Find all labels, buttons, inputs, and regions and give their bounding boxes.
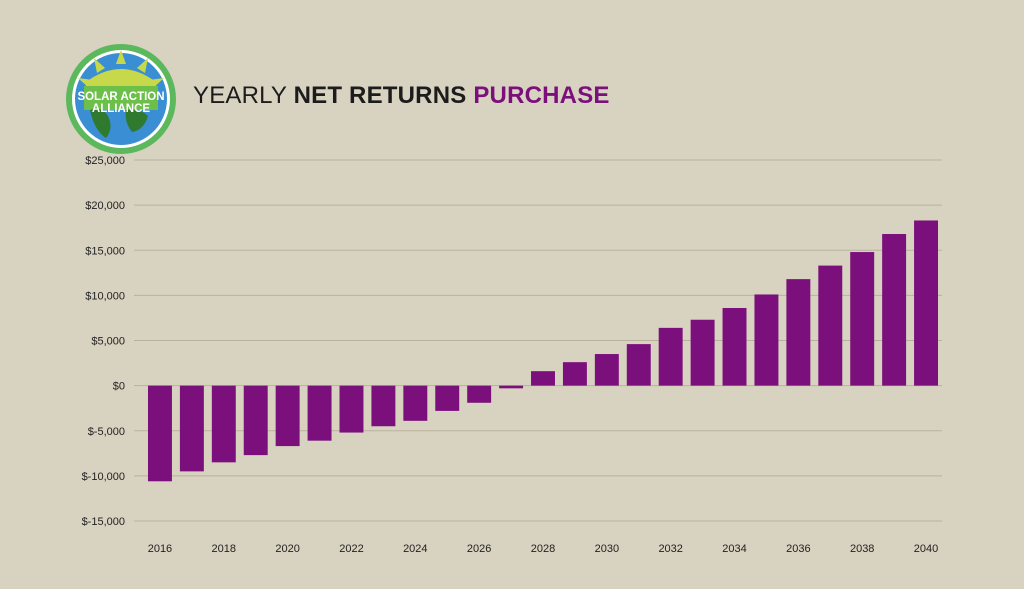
x-tick-label: 2028 [531, 543, 555, 555]
y-tick-label: $0 [113, 381, 125, 393]
bar-2040 [914, 220, 939, 386]
x-tick-label: 2036 [786, 543, 810, 555]
bars [147, 220, 939, 482]
bar-2035 [754, 294, 779, 386]
bar-2022 [339, 385, 364, 433]
bar-2027 [499, 385, 524, 389]
bar-2030 [594, 354, 619, 386]
bar-2039 [882, 234, 907, 386]
logo-text-line2: ALLIANCE [92, 103, 150, 115]
y-tick-label: $-5,000 [88, 426, 125, 438]
x-tick-label: 2016 [148, 543, 172, 555]
bar-2018 [211, 385, 236, 463]
bar-2032 [658, 327, 683, 386]
x-tick-label: 2018 [212, 543, 236, 555]
y-tick-label: $-15,000 [82, 516, 125, 528]
bar-2026 [467, 385, 492, 403]
x-axis-ticks: 2016 2018 2020 2022 2024 2026 2028 2030 2032 2034… [148, 543, 939, 555]
y-tick-label: $10,000 [85, 290, 125, 302]
y-tick-label: $5,000 [91, 336, 125, 348]
bar-2037 [818, 265, 843, 386]
y-tick-label: $20,000 [85, 200, 125, 212]
bar-2021 [307, 385, 332, 441]
x-tick-label: 2030 [595, 543, 619, 555]
x-tick-label: 2034 [722, 543, 746, 555]
bar-2016 [147, 385, 172, 482]
bar-2025 [435, 385, 460, 411]
bar-2036 [786, 279, 811, 386]
logo-text-line1: SOLAR ACTION [77, 91, 164, 103]
bar-2034 [722, 308, 747, 386]
solar-action-alliance-logo: SOLAR ACTION ALLIANCE [66, 44, 176, 154]
title-part-purchase: PURCHASE [473, 82, 610, 109]
title-part-yearly: YEARLY [193, 82, 294, 109]
chart-title: YEARLY NET RETURNS PURCHASE [193, 82, 610, 110]
bar-2028 [531, 371, 555, 386]
bar-2033 [690, 319, 715, 386]
bar-2023 [371, 385, 396, 427]
y-axis-ticks: $25,000 $20,000 $15,000 $10,000 $5,000 $0 $-5,… [82, 155, 125, 528]
x-tick-label: 2038 [850, 543, 874, 555]
bar-2024 [403, 385, 428, 421]
bar-2020 [275, 385, 300, 447]
y-tick-label: $-10,000 [82, 471, 125, 483]
bar-2029 [562, 362, 587, 386]
title-part-net-returns: NET RETURNS [293, 82, 474, 109]
x-tick-label: 2026 [467, 543, 491, 555]
bar-2019 [243, 385, 268, 456]
bar-2017 [179, 385, 204, 472]
x-tick-label: 2032 [658, 543, 682, 555]
x-tick-label: 2022 [339, 543, 363, 555]
bar-2031 [626, 344, 651, 386]
bar-2038 [850, 252, 875, 386]
x-tick-label: 2040 [914, 543, 938, 555]
y-tick-label: $15,000 [85, 245, 125, 257]
x-tick-label: 2024 [403, 543, 427, 555]
x-tick-label: 2020 [275, 543, 299, 555]
y-tick-label: $25,000 [85, 155, 125, 167]
